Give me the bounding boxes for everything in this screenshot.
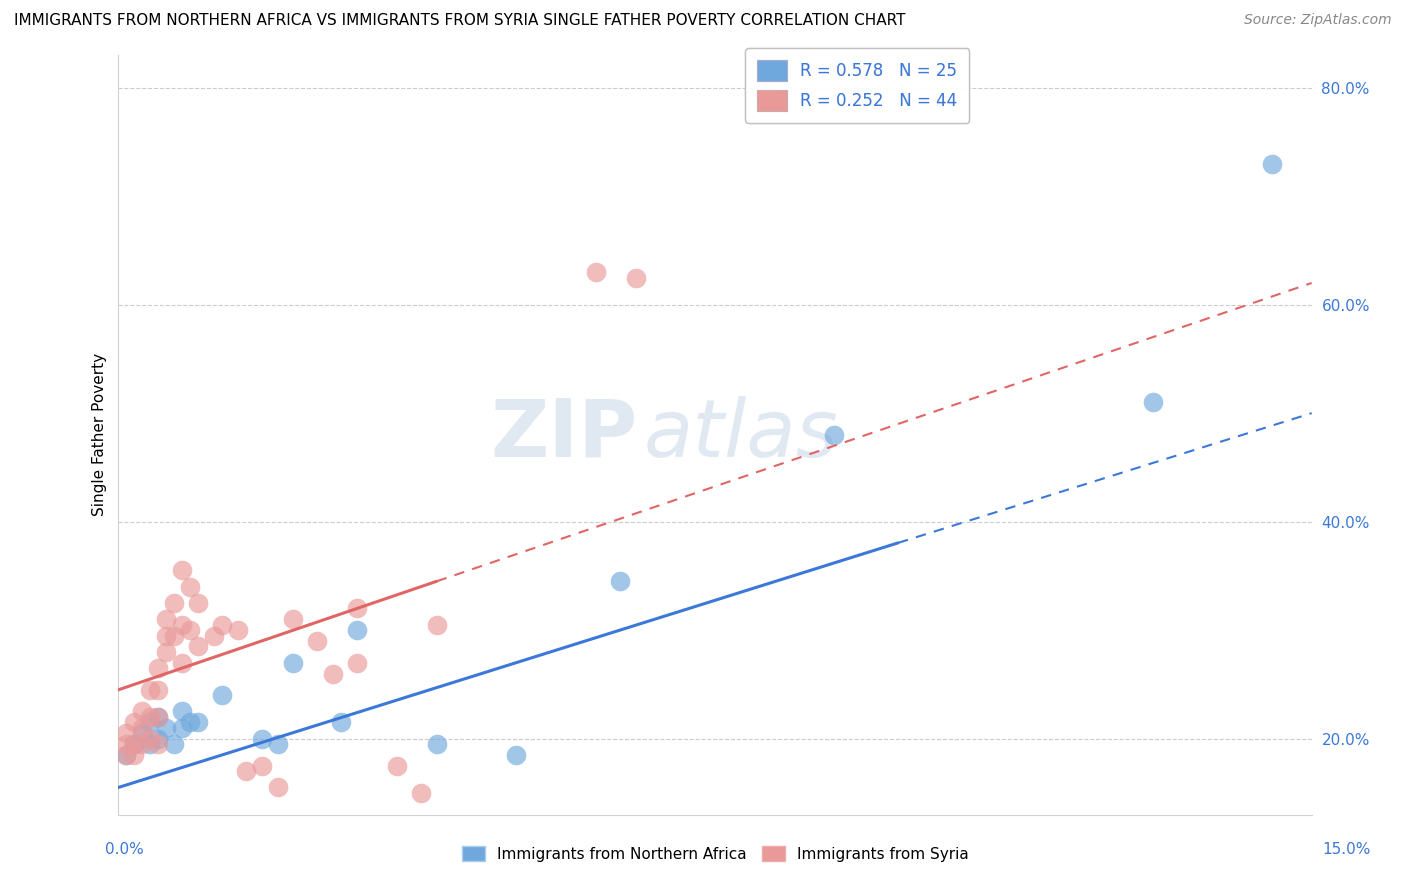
Text: atlas: atlas [644, 396, 838, 474]
Point [322, 666, 344, 681]
Point [385, 758, 408, 772]
Point [823, 427, 845, 442]
Point [124, 747, 146, 762]
Point [187, 596, 209, 610]
Point [124, 715, 146, 730]
Point [283, 612, 305, 626]
Point [307, 634, 329, 648]
Point [250, 731, 273, 746]
Point [115, 737, 138, 751]
Point [346, 623, 368, 637]
Point [115, 747, 138, 762]
Point [235, 764, 257, 779]
Point [155, 629, 177, 643]
Point [139, 737, 162, 751]
Point [172, 656, 194, 670]
Point [211, 688, 233, 702]
Point [155, 645, 177, 659]
Point [250, 758, 273, 772]
Point [211, 617, 233, 632]
Point [139, 682, 162, 697]
Y-axis label: Single Father Poverty: Single Father Poverty [93, 353, 107, 516]
Text: IMMIGRANTS FROM NORTHERN AFRICA VS IMMIGRANTS FROM SYRIA SINGLE FATHER POVERTY C: IMMIGRANTS FROM NORTHERN AFRICA VS IMMIG… [14, 13, 905, 29]
Point [346, 601, 368, 615]
Point [139, 710, 162, 724]
Point [148, 737, 170, 751]
Point [585, 265, 607, 279]
Point [409, 786, 432, 800]
Point [1142, 395, 1164, 409]
Point [426, 617, 449, 632]
Point [155, 721, 177, 735]
Text: Source: ZipAtlas.com: Source: ZipAtlas.com [1244, 13, 1392, 28]
Point [179, 580, 201, 594]
Text: 15.0%: 15.0% [1323, 842, 1371, 856]
Point [148, 710, 170, 724]
Point [172, 564, 194, 578]
Point [131, 721, 153, 735]
Point [115, 726, 138, 740]
Point [609, 574, 631, 589]
Point [131, 737, 153, 751]
Point [172, 705, 194, 719]
Legend: R = 0.578   N = 25, R = 0.252   N = 44: R = 0.578 N = 25, R = 0.252 N = 44 [745, 48, 969, 123]
Point [115, 747, 138, 762]
Point [226, 623, 249, 637]
Point [266, 780, 288, 795]
Point [283, 656, 305, 670]
Point [187, 715, 209, 730]
Point [426, 737, 449, 751]
Point [124, 737, 146, 751]
Point [148, 731, 170, 746]
Point [148, 710, 170, 724]
Point [155, 612, 177, 626]
Point [139, 731, 162, 746]
Point [505, 747, 527, 762]
Point [624, 270, 647, 285]
Point [179, 715, 201, 730]
Point [131, 705, 153, 719]
Point [266, 737, 288, 751]
Text: 0.0%: 0.0% [105, 842, 145, 856]
Point [124, 737, 146, 751]
Point [163, 596, 186, 610]
Point [172, 617, 194, 632]
Text: ZIP: ZIP [491, 396, 637, 474]
Point [202, 629, 225, 643]
Point [187, 640, 209, 654]
Point [163, 629, 186, 643]
Point [148, 661, 170, 675]
Point [139, 715, 162, 730]
Point [179, 623, 201, 637]
Point [1261, 156, 1284, 170]
Point [330, 715, 353, 730]
Point [346, 656, 368, 670]
Point [131, 726, 153, 740]
Point [172, 721, 194, 735]
Point [163, 737, 186, 751]
Point [148, 682, 170, 697]
